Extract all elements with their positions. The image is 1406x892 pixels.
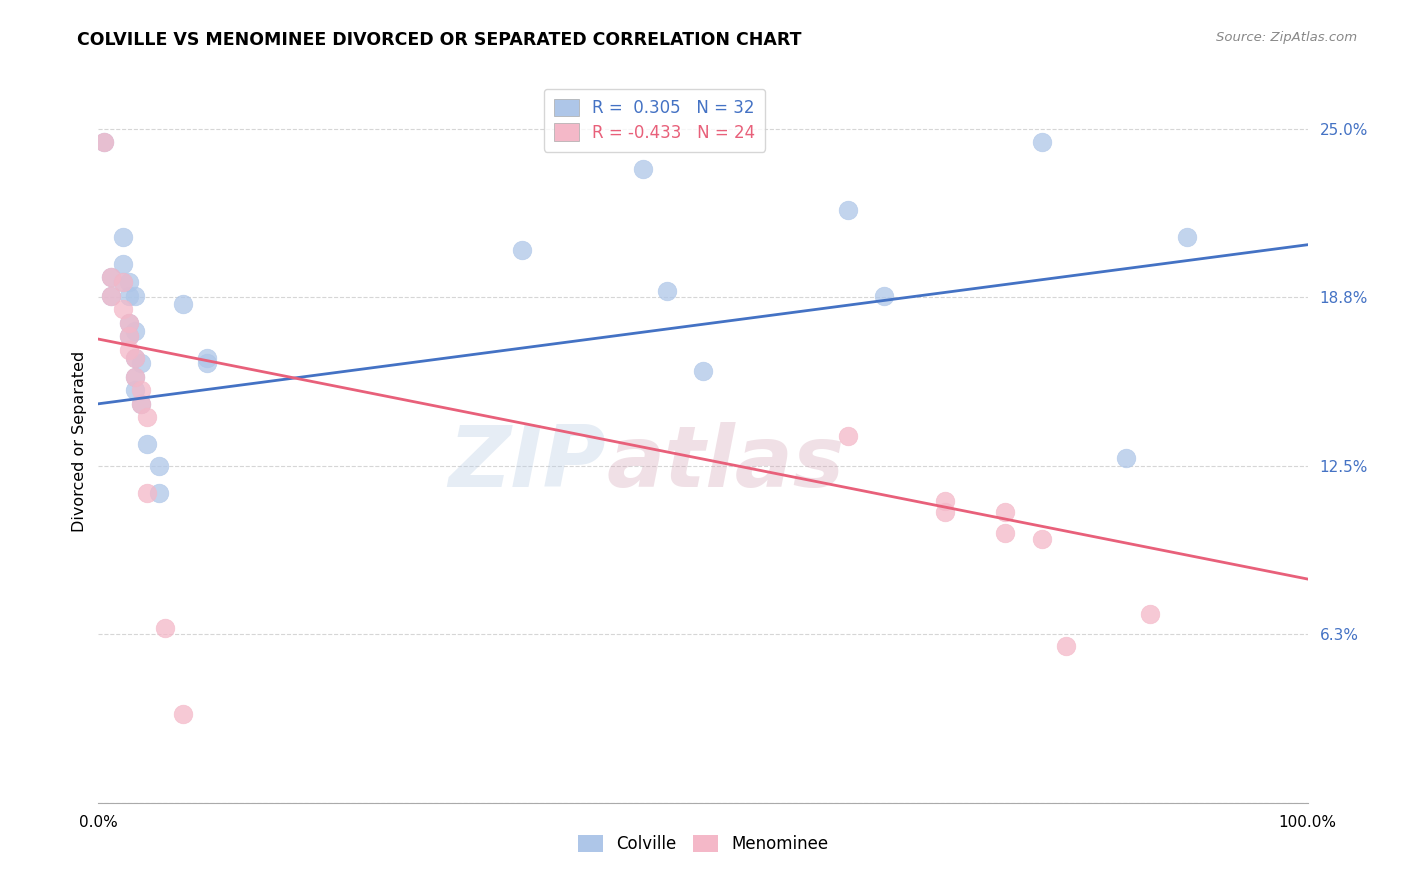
Point [118,276,141,290]
Point [135,410,157,425]
Point [100,270,122,285]
Point [1139,607,1161,621]
Point [994,505,1017,519]
Point [118,316,141,330]
Legend: Colville, Menominee: Colville, Menominee [571,828,835,860]
Point [124,384,146,398]
Point [124,324,146,338]
Point [195,351,218,365]
Point [172,297,194,311]
Point [111,276,134,290]
Point [934,505,956,519]
Text: ZIP: ZIP [449,422,606,505]
Point [124,351,146,365]
Point [994,526,1017,541]
Point [1115,450,1137,465]
Point [129,356,152,370]
Point [100,270,122,285]
Point [129,397,152,411]
Point [118,316,141,330]
Point [510,243,533,257]
Point [1031,532,1053,546]
Point [148,485,170,500]
Point [172,706,194,721]
Point [111,302,134,317]
Point [93,136,115,150]
Point [837,429,859,443]
Point [135,485,157,500]
Point [148,458,170,473]
Point [111,229,134,244]
Point [692,364,714,378]
Y-axis label: Divorced or Separated: Divorced or Separated [72,351,87,533]
Point [124,289,146,303]
Point [118,289,141,303]
Point [129,384,152,398]
Text: atlas: atlas [606,422,845,505]
Point [129,397,152,411]
Point [118,329,141,343]
Point [1175,229,1198,244]
Text: COLVILLE VS MENOMINEE DIVORCED OR SEPARATED CORRELATION CHART: COLVILLE VS MENOMINEE DIVORCED OR SEPARA… [77,31,801,49]
Point [195,356,218,370]
Point [111,257,134,271]
Point [837,202,859,217]
Point [1031,136,1053,150]
Point [100,289,122,303]
Point [124,369,146,384]
Point [124,351,146,365]
Point [631,162,654,177]
Point [118,329,141,343]
Text: Source: ZipAtlas.com: Source: ZipAtlas.com [1216,31,1357,45]
Point [135,437,157,451]
Point [118,343,141,357]
Point [93,136,115,150]
Point [100,289,122,303]
Point [934,493,956,508]
Point [873,289,896,303]
Point [124,369,146,384]
Point [1054,640,1077,654]
Point [655,284,678,298]
Point [111,276,134,290]
Point [153,621,176,635]
